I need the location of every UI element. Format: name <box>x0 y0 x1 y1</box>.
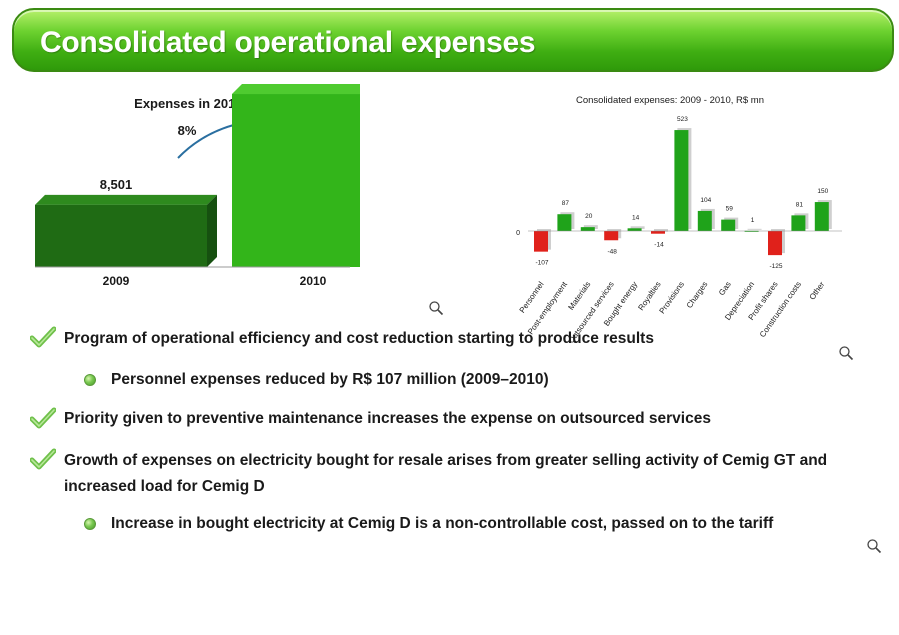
x-tick-label: Charges <box>685 280 710 310</box>
data-label: -107 <box>535 260 548 267</box>
data-label: 20 <box>585 213 593 220</box>
data-label: 104 <box>700 197 711 204</box>
data-label: -125 <box>769 263 782 270</box>
data-label: 59 <box>726 206 734 213</box>
bar-top <box>35 194 217 205</box>
zero-tick-label: 0 <box>516 230 520 237</box>
bar <box>557 214 572 231</box>
bar <box>768 231 782 256</box>
x-tick-label: 2009 <box>103 274 130 288</box>
bar <box>627 228 642 231</box>
data-label: 87 <box>562 200 570 207</box>
data-label: 8,501 <box>100 177 133 192</box>
data-label: 523 <box>677 116 688 123</box>
bar <box>534 231 548 252</box>
bar <box>721 219 736 231</box>
bar <box>814 202 829 231</box>
bar <box>232 94 360 267</box>
data-label: -48 <box>607 248 617 255</box>
bullet-item: Program of operational efficiency and co… <box>64 330 654 347</box>
data-label: 81 <box>796 201 804 208</box>
bullet-item: Priority given to preventive maintenance… <box>64 410 711 427</box>
growth-annotation: 8% <box>178 123 197 138</box>
bar <box>747 228 762 230</box>
bullet-subitem: Increase in bought electricity at Cemig … <box>111 515 774 532</box>
sub-bullet-icon <box>84 374 96 386</box>
chart-title: Consolidated expenses: 2009 - 2010, R$ m… <box>576 95 764 106</box>
zoom-icon[interactable] <box>428 300 444 316</box>
bar <box>583 225 598 229</box>
bar <box>630 226 645 229</box>
checkmark-icon <box>30 407 56 429</box>
checkmark-icon <box>30 326 56 348</box>
x-tick-label: Construction costs <box>758 280 803 339</box>
zoom-icon[interactable] <box>866 538 882 554</box>
sub-bullet-icon <box>84 518 96 530</box>
bar <box>580 227 595 231</box>
expenses-2010-chart: Expenses in 2010 - R$ mn 8% 8,5019,216 2… <box>35 80 360 288</box>
bar <box>697 210 712 231</box>
data-label: 1 <box>751 217 755 224</box>
bar <box>654 229 668 232</box>
x-tick-label: Gas <box>717 280 733 297</box>
bullet-subitem: Personnel expenses reduced by R$ 107 mil… <box>111 371 549 388</box>
bullet-item: Growth of expenses on electricity bought… <box>64 452 828 495</box>
bar-top <box>232 84 360 95</box>
bar <box>744 230 759 232</box>
checkmark-icon <box>30 448 56 470</box>
data-label: 150 <box>817 188 828 195</box>
bar <box>35 204 207 267</box>
bar-side <box>207 194 217 267</box>
bar <box>651 231 665 234</box>
bar <box>604 231 619 241</box>
title-banner: Consolidated operational expenses <box>12 8 894 72</box>
zoom-icon[interactable] <box>838 345 854 361</box>
page-title: Consolidated operational expenses <box>40 26 536 59</box>
data-label: 9,216 <box>297 80 330 81</box>
data-label: 14 <box>632 214 640 221</box>
bar <box>674 130 689 231</box>
x-tick-label: 2010 <box>300 274 327 288</box>
x-tick-label: Other <box>808 280 827 302</box>
consolidated-expenses-variation-chart: Consolidated expenses: 2009 - 2010, R$ m… <box>516 95 842 345</box>
data-label: -14 <box>654 242 664 249</box>
bar <box>791 215 806 231</box>
